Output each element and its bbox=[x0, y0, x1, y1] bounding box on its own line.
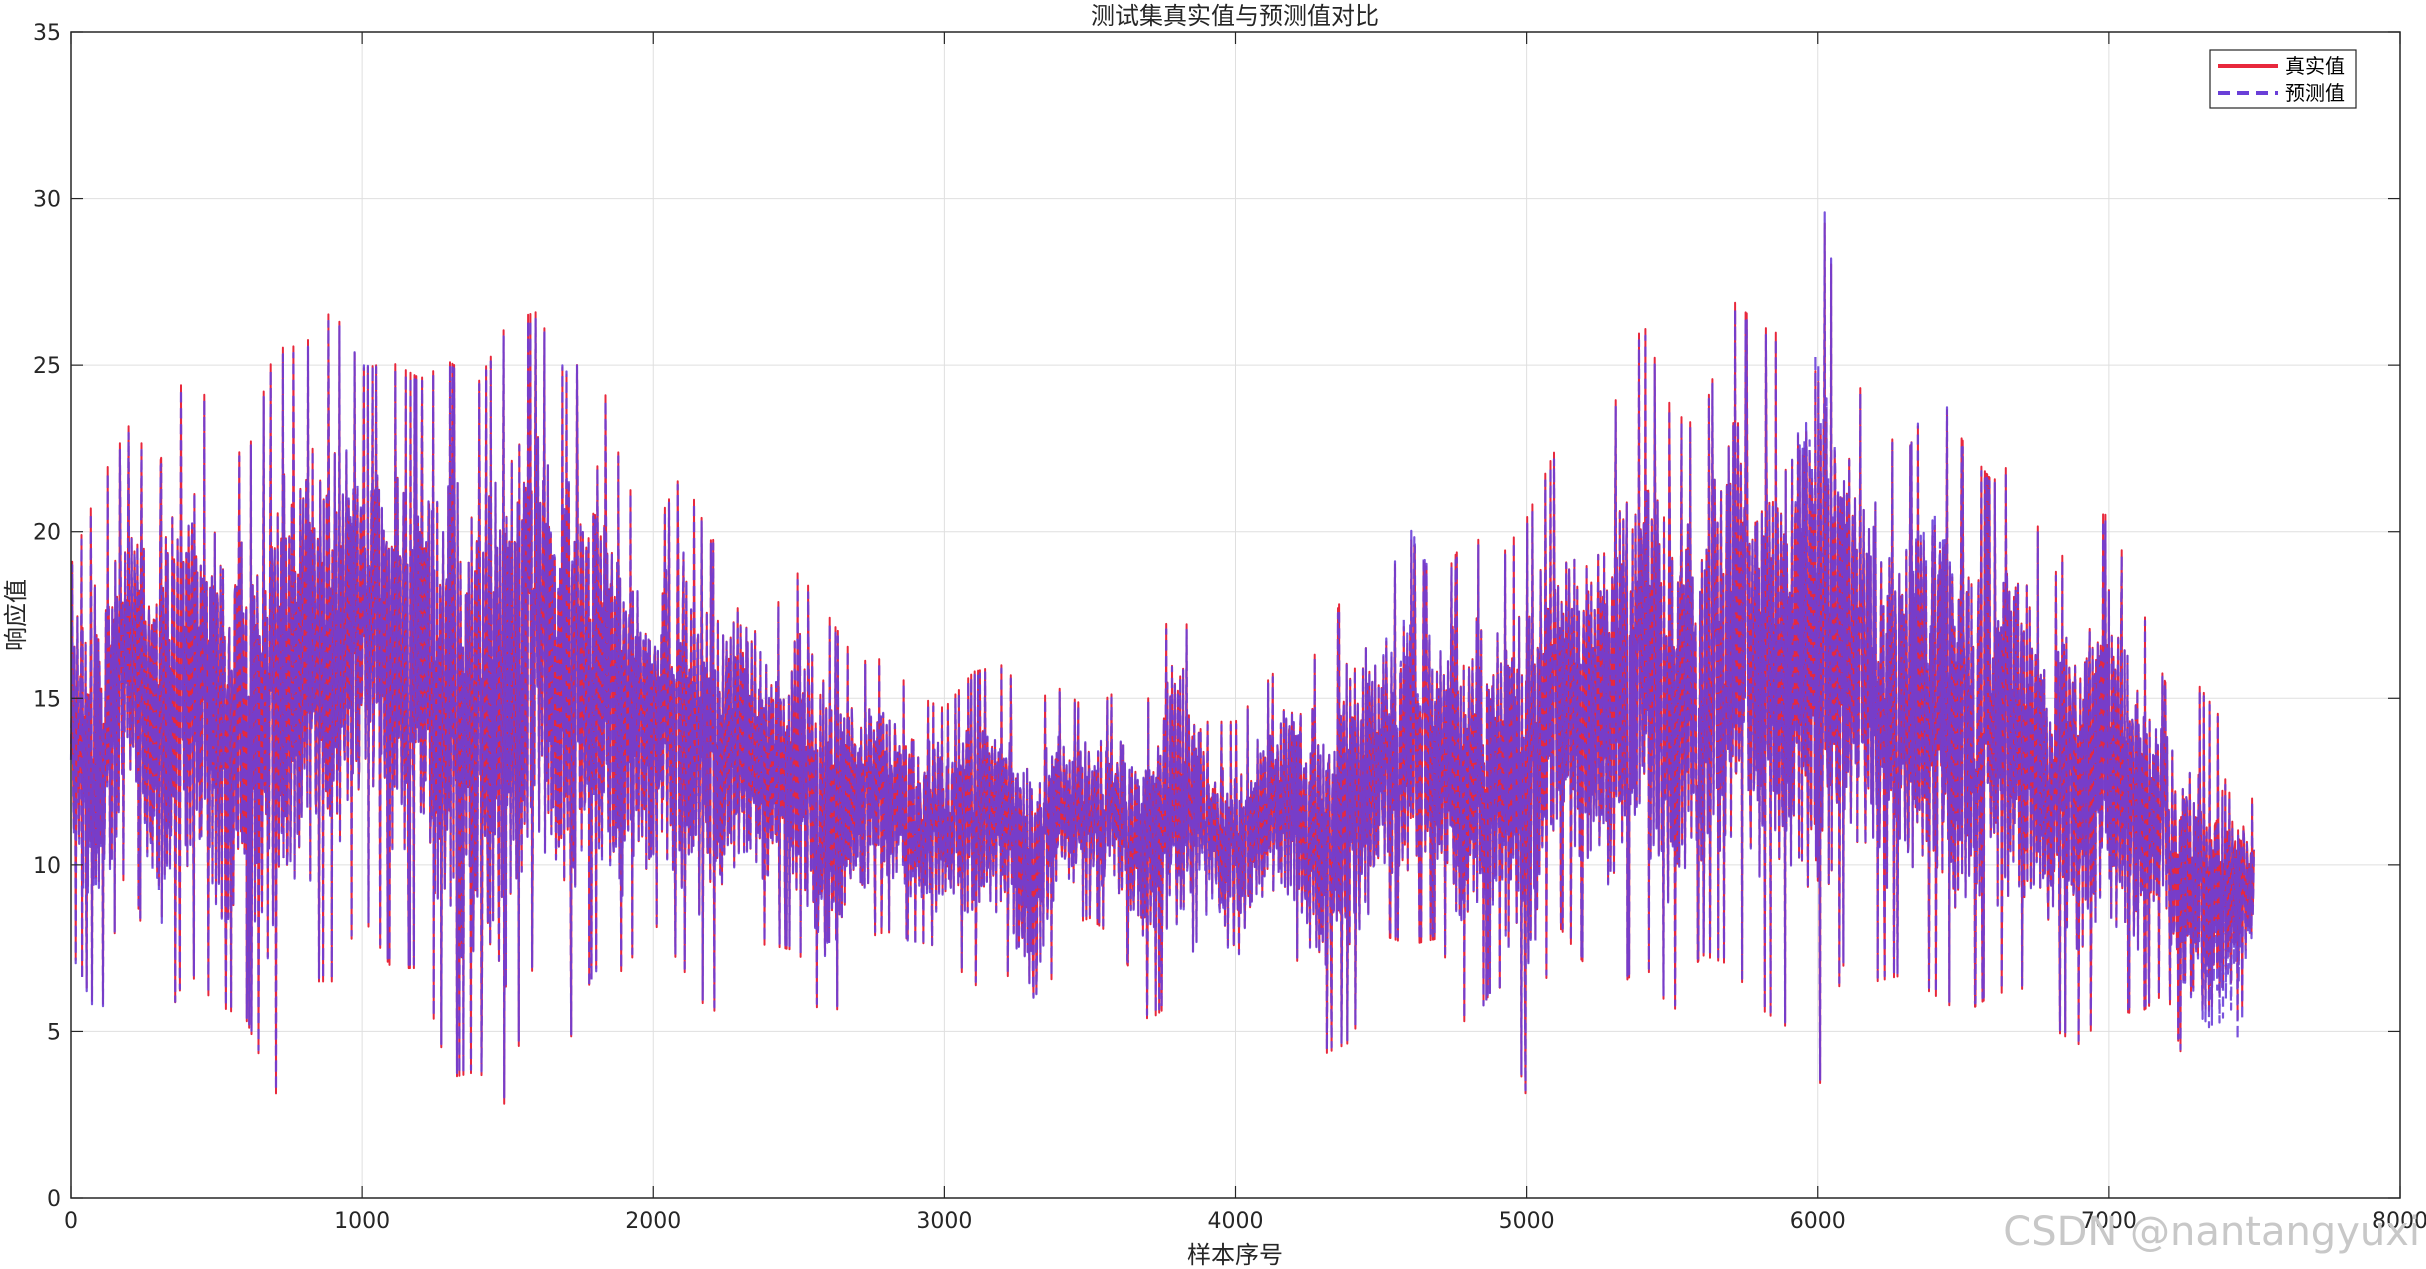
x-tick-label: 2000 bbox=[625, 1209, 681, 1234]
x-tick-label: 8000 bbox=[2372, 1209, 2426, 1234]
y-tick-label: 25 bbox=[33, 354, 61, 379]
legend-box bbox=[2209, 49, 2357, 109]
x-tick-label: 5000 bbox=[1499, 1209, 1555, 1234]
y-tick-label: 15 bbox=[33, 687, 61, 712]
x-tick-label: 0 bbox=[64, 1209, 78, 1234]
series-lines bbox=[69, 211, 2255, 1105]
x-axis-label: 样本序号 bbox=[1187, 1241, 1283, 1269]
x-tick-label: 4000 bbox=[1208, 1209, 1264, 1234]
legend-label-true: 真实值 bbox=[2285, 54, 2345, 78]
x-tick-label: 3000 bbox=[916, 1209, 972, 1234]
legend-label-pred: 预测值 bbox=[2285, 81, 2345, 105]
y-tick-label: 0 bbox=[47, 1187, 61, 1212]
axis-ticks: 0 1000 2000 3000 4000 5000 6000 7000 8000 0 5 10 15 2… bbox=[33, 21, 2426, 1234]
watermark: CSDN @nantangyuxi bbox=[2003, 1209, 2420, 1255]
y-tick-label: 10 bbox=[33, 854, 61, 879]
y-tick-label: 35 bbox=[33, 21, 61, 46]
y-tick-label: 20 bbox=[33, 521, 61, 546]
legend: 真实值 预测值 bbox=[2209, 49, 2357, 109]
x-tick-label: 6000 bbox=[1790, 1209, 1846, 1234]
series-pred-line bbox=[69, 211, 2255, 1099]
y-axis-label: 响应值 bbox=[2, 579, 30, 651]
y-tick-label: 5 bbox=[47, 1020, 61, 1045]
y-tick-label: 30 bbox=[33, 188, 61, 213]
chart-title: 测试集真实值与预测值对比 bbox=[1091, 2, 1379, 30]
x-tick-label: 1000 bbox=[334, 1209, 390, 1234]
x-tick-label: 7000 bbox=[2081, 1209, 2137, 1234]
